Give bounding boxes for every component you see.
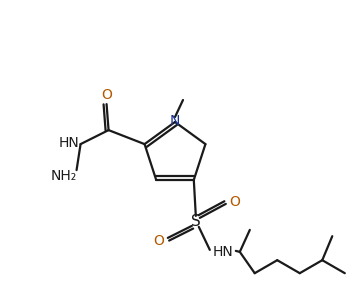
Text: O: O xyxy=(154,234,164,248)
Text: O: O xyxy=(229,195,240,209)
Text: HN: HN xyxy=(58,136,79,150)
Text: S: S xyxy=(191,214,201,229)
Text: O: O xyxy=(101,88,112,102)
Text: N: N xyxy=(170,114,180,128)
Text: NH₂: NH₂ xyxy=(50,169,77,183)
Text: HN: HN xyxy=(212,245,233,259)
